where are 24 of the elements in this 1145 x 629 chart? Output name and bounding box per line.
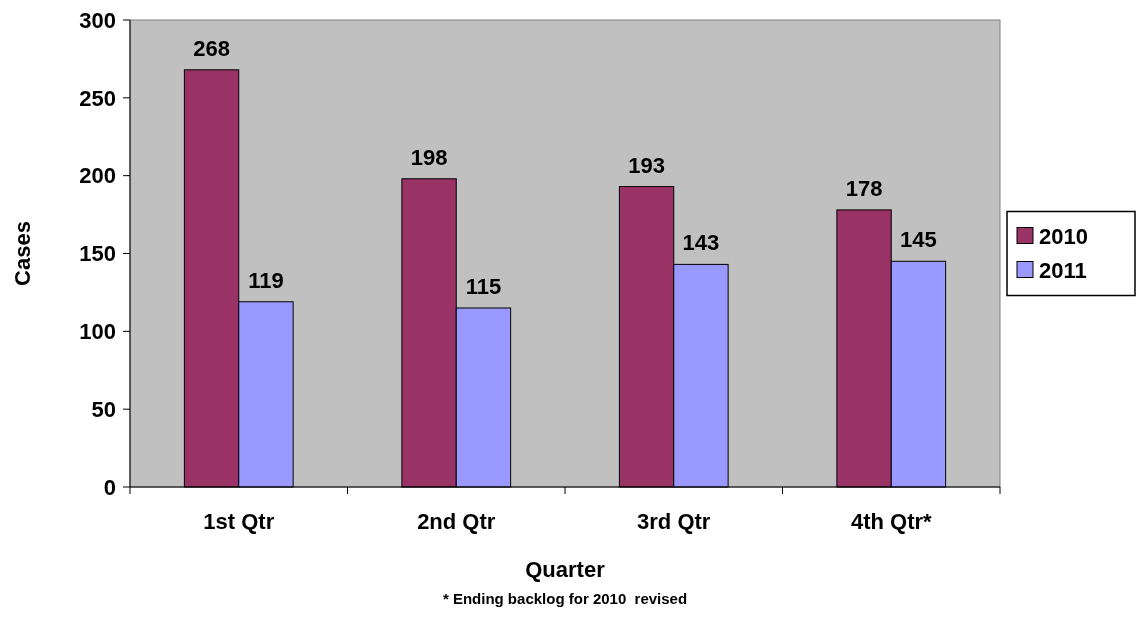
data-label: 178 bbox=[845, 175, 883, 201]
data-label: 193 bbox=[628, 152, 665, 178]
y-axis-title: Cases bbox=[10, 221, 35, 286]
x-tick-label: 3rd Qtr bbox=[637, 509, 711, 534]
legend-label: 2010 bbox=[1039, 223, 1088, 249]
data-label: 115 bbox=[465, 273, 502, 299]
data-label: 119 bbox=[248, 267, 284, 293]
data-label: 143 bbox=[682, 230, 720, 256]
y-tick-label: 0 bbox=[103, 474, 116, 500]
x-tick-label: 4th Qtr* bbox=[850, 509, 933, 534]
y-tick-label: 50 bbox=[91, 396, 116, 422]
x-tick-label: 2nd Qtr bbox=[417, 509, 496, 534]
y-tick-label: 250 bbox=[79, 85, 116, 111]
text: * Ending backlog for 2010 revised bbox=[442, 590, 688, 607]
data-label: 268 bbox=[193, 35, 230, 61]
y-tick-label: 150 bbox=[79, 241, 116, 267]
y-tick-label: 100 bbox=[79, 319, 116, 345]
data-label: 145 bbox=[900, 227, 937, 253]
y-tick-label: 200 bbox=[79, 163, 116, 189]
data-label: 198 bbox=[410, 144, 448, 170]
x-axis-title: Quarter bbox=[525, 557, 606, 582]
y-tick-label: 300 bbox=[79, 7, 116, 33]
legend-label: 2011 bbox=[1039, 257, 1087, 283]
x-tick-label: 1st Qtr bbox=[203, 509, 275, 534]
